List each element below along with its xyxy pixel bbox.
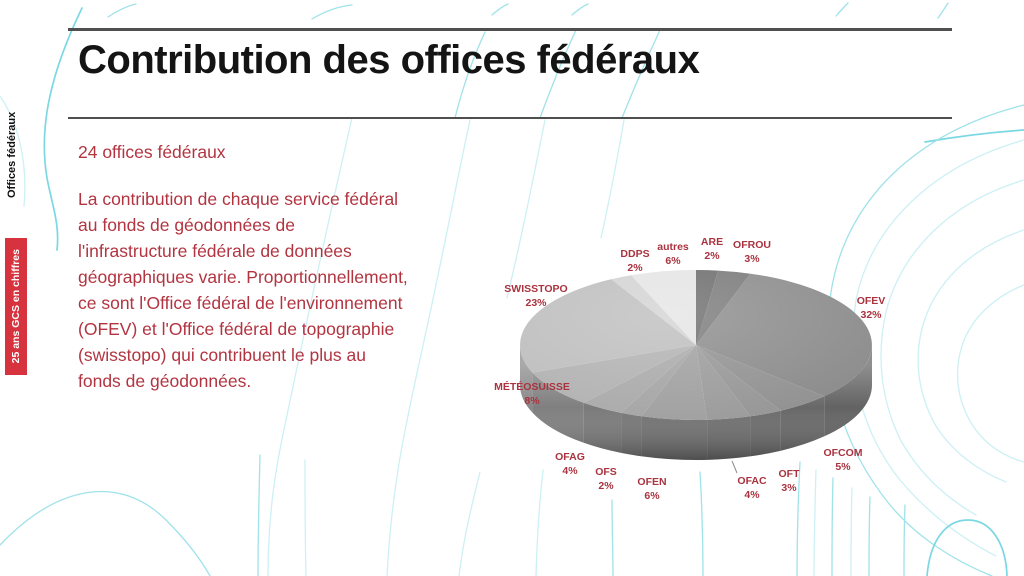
sidebar-red-badge: 25 ans GCS en chiffres — [5, 238, 27, 375]
sidebar-section-label: Offices fédéraux — [6, 111, 18, 198]
pie-label-OFT: OFT 3% — [778, 468, 800, 494]
pie-label-OFCOM: OFCOM 5% — [823, 447, 863, 473]
pie-label-OFAG: OFAG 4% — [555, 451, 585, 477]
pie-label-OFEN: OFEN 6% — [637, 476, 667, 502]
sidebar-badge-label: 25 ans GCS en chiffres — [10, 249, 22, 364]
intro-line: 24 offices fédéraux — [78, 142, 226, 162]
pie-label-MÉTÉOSUISSE: MÉTÉOSUISSE 8% — [494, 381, 570, 407]
pie-label-DDPS: DDPS 2% — [620, 248, 650, 274]
page-title: Contribution des offices fédéraux — [78, 38, 700, 82]
body-paragraph: La contribution de chaque service fédéra… — [78, 189, 408, 391]
header-bottom-rule — [68, 117, 952, 119]
pie-label-SWISSTOPO: SWISSTOPO 23% — [504, 283, 568, 309]
pie-label-OFS: OFS 2% — [595, 466, 617, 492]
pie-label-ARE: ARE 2% — [700, 236, 724, 262]
pie-label-OFROU: OFROU 3% — [733, 239, 771, 265]
header-top-rule — [68, 28, 952, 31]
pie-label-OFAC: OFAC 4% — [737, 475, 767, 501]
pie-label-OFEV: OFEV 32% — [856, 295, 886, 321]
pie-label-autres: autres 6% — [657, 241, 689, 267]
